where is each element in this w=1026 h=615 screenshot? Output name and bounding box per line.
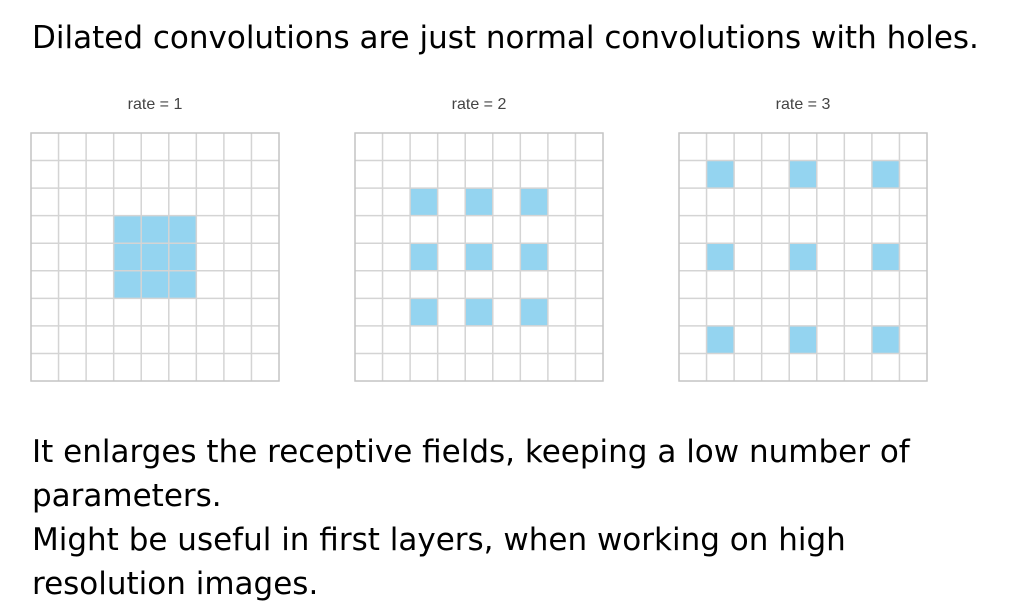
kernel-cell: [789, 243, 817, 271]
dilation-panel-rate-3: rate = 3: [678, 94, 928, 382]
kernel-cell: [520, 188, 548, 216]
kernel-cell: [141, 270, 169, 299]
kernel-cell: [520, 243, 548, 271]
kernel-cell: [465, 243, 493, 271]
dilation-panel-rate-1: rate = 1: [30, 94, 280, 382]
receptive-field-paragraph: It enlarges the receptive fields, keepin…: [32, 434, 910, 514]
kernel-cell: [871, 160, 900, 189]
kernel-cell: [141, 215, 169, 244]
kernel-cell: [706, 243, 735, 271]
rate-caption: rate = 1: [127, 96, 183, 113]
headline: Dilated convolutions are just normal con…: [32, 20, 979, 56]
body-text: It enlarges the receptive fields, keepin…: [32, 430, 992, 606]
dilation-grid-rate-2: [354, 132, 604, 382]
kernel-cell: [706, 160, 735, 189]
dilation-panel-rate-2: rate = 2: [354, 94, 604, 382]
kernel-cell: [410, 298, 438, 326]
kernel-cell: [113, 243, 142, 271]
kernel-cell: [141, 243, 169, 271]
dilation-grid-rate-1: [30, 132, 280, 382]
dilation-grid-rate-3: [678, 132, 928, 382]
kernel-cell: [410, 243, 438, 271]
rate-caption: rate = 2: [451, 96, 507, 113]
kernel-cell: [706, 325, 735, 354]
kernel-cell: [168, 215, 197, 244]
grid-border: [354, 132, 604, 382]
kernel-cell: [410, 188, 438, 216]
grid-border: [678, 132, 928, 382]
kernel-cell: [465, 188, 493, 216]
kernel-cell: [113, 215, 142, 244]
kernel-cell: [789, 325, 817, 354]
kernel-cell: [168, 270, 197, 299]
kernel-cell: [113, 270, 142, 299]
kernel-cell: [465, 298, 493, 326]
grid-border: [30, 132, 280, 382]
kernel-cell: [871, 325, 900, 354]
kernel-cell: [871, 243, 900, 271]
kernel-cell: [168, 243, 197, 271]
kernel-cell: [789, 160, 817, 189]
rate-caption: rate = 3: [775, 96, 831, 113]
usage-paragraph: Might be useful in first layers, when wo…: [32, 522, 846, 602]
kernel-cell: [520, 298, 548, 326]
